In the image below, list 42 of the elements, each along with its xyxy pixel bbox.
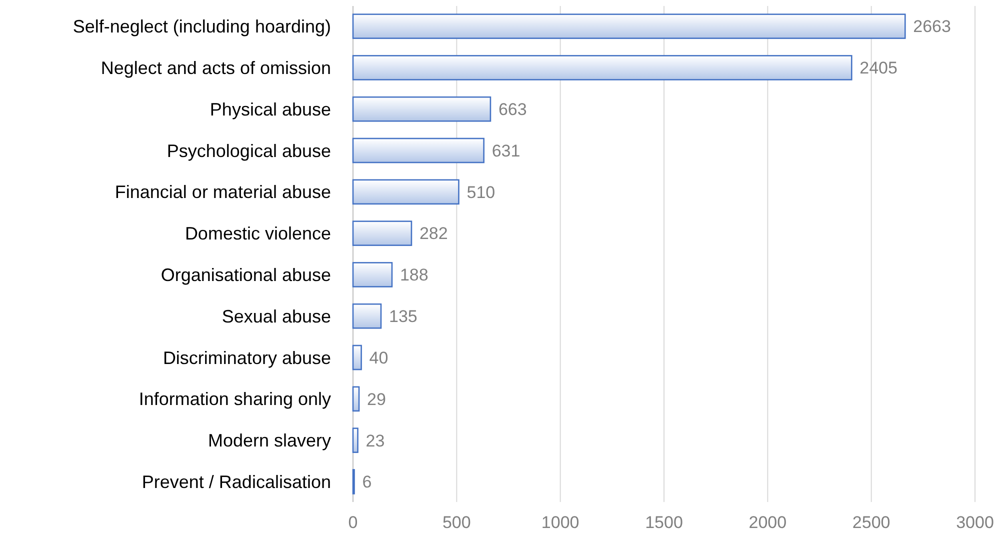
- x-tick-label: 500: [442, 513, 471, 532]
- data-label: 282: [419, 224, 448, 244]
- data-label: 2405: [860, 58, 898, 78]
- y-tick-label: Information sharing only: [138, 389, 331, 410]
- y-tick-label: Sexual abuse: [222, 306, 331, 326]
- y-tick-label: Physical abuse: [210, 99, 331, 120]
- data-label: 135: [388, 307, 418, 326]
- bar: [352, 96, 492, 122]
- y-tick-label: Prevent / Radicalisation: [142, 472, 331, 492]
- bar: [352, 303, 382, 329]
- y-tick-label: Financial or material abuse: [114, 182, 331, 202]
- bar: [352, 262, 393, 288]
- x-tick-label: 1000: [541, 513, 580, 532]
- bar: [352, 220, 412, 246]
- x-tick-label: 1500: [645, 513, 683, 532]
- y-tick-label: Organisational abuse: [160, 265, 331, 285]
- bar: [352, 138, 484, 164]
- x-tick-label: 2500: [852, 513, 890, 532]
- bar: [352, 386, 360, 412]
- data-label: 6: [362, 472, 372, 492]
- x-tick-label: 2000: [748, 513, 787, 532]
- data-label: 631: [492, 141, 520, 160]
- bar: [352, 428, 358, 453]
- data-label: 29: [367, 390, 386, 409]
- bar: [352, 14, 906, 39]
- bar: [352, 344, 362, 370]
- data-label: 510: [466, 182, 496, 202]
- y-tick-label: Psychological abuse: [166, 140, 331, 161]
- y-tick-label: Domestic violence: [184, 224, 331, 244]
- data-label: 663: [498, 100, 527, 120]
- bar: [352, 179, 460, 205]
- data-label: 23: [366, 431, 385, 450]
- y-tick-label: Modern slavery: [208, 430, 331, 451]
- y-tick-label: Discriminatory abuse: [162, 348, 331, 368]
- data-label: 188: [400, 266, 428, 285]
- data-label: 40: [369, 348, 388, 368]
- data-label: 2663: [913, 17, 951, 36]
- bar: [352, 55, 852, 80]
- x-tick-label: 0: [348, 513, 358, 532]
- y-tick-label: Neglect and acts of omission: [100, 58, 331, 78]
- x-tick-label: 3000: [956, 513, 994, 532]
- y-tick-label: Self-neglect (including hoarding): [72, 16, 331, 37]
